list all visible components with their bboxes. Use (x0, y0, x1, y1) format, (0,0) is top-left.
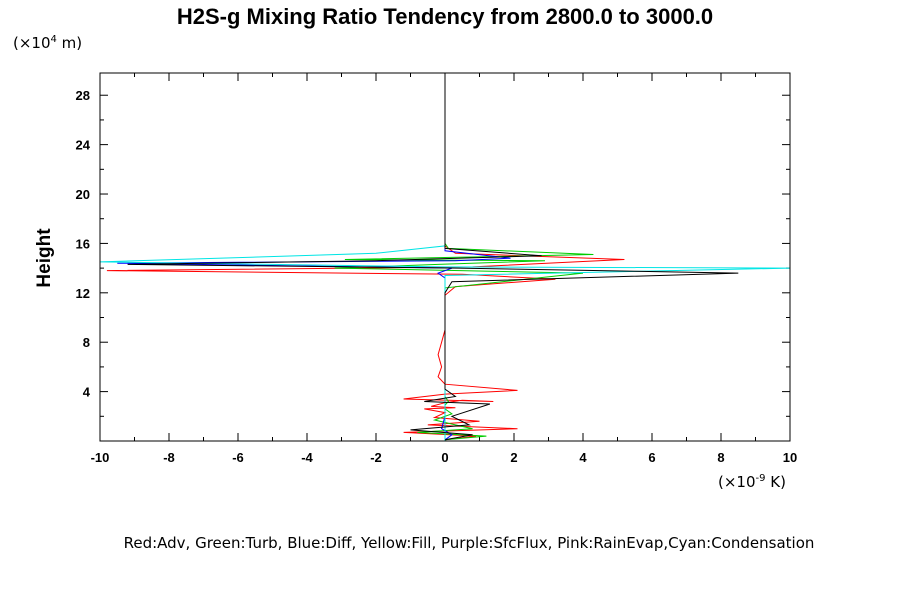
y-axis-label: Height (34, 228, 55, 288)
y-tick-label: 4 (83, 385, 91, 400)
x-tick-label: 10 (783, 450, 797, 465)
series-line-turb (334, 73, 594, 441)
y-tick-label: 24 (76, 138, 91, 153)
x-tick-label: 8 (717, 450, 724, 465)
x-axis-unit: (×10-9 K) (718, 473, 786, 491)
x-tick-label: -6 (232, 450, 244, 465)
series-line-net (127, 73, 739, 441)
x-tick-label: 4 (579, 450, 587, 465)
x-tick-label: -10 (91, 450, 110, 465)
chart-title: H2S-g Mixing Ratio Tendency from 2800.0 … (177, 4, 713, 29)
y-axis-unit: (×104 m) (13, 34, 82, 52)
y-tick-label: 28 (76, 88, 90, 103)
x-tick-label: -2 (370, 450, 382, 465)
y-axis: 4 8 12 16 20 24 28 (76, 88, 790, 417)
y-tick-label: 12 (76, 286, 90, 301)
plot-frame (99, 72, 791, 442)
x-tick-label: -4 (301, 450, 313, 465)
y-tick-label: 8 (83, 335, 90, 350)
x-tick-label: 2 (510, 450, 517, 465)
plot-series (100, 73, 790, 441)
x-tick-label: 0 (441, 450, 448, 465)
series-line-diff (117, 73, 511, 441)
legend: Red:Adv, Green:Turb, Blue:Diff, Yellow:F… (124, 534, 815, 552)
y-tick-label: 16 (76, 236, 90, 251)
x-tick-label: 6 (648, 450, 655, 465)
series-line-adv (106, 73, 625, 441)
x-axis: -10 -8 -6 -4 -2 0 2 4 6 8 10 (91, 73, 797, 465)
x-tick-label: -8 (163, 450, 175, 465)
y-tick-label: 20 (76, 187, 90, 202)
